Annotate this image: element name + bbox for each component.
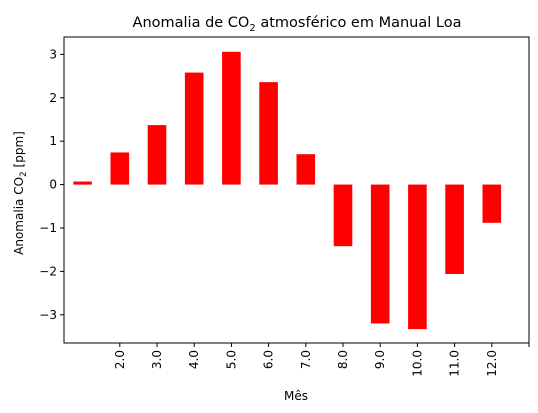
x-tick-label: 3.0 [150, 350, 164, 369]
bar-2 [110, 152, 130, 185]
x-axis-label: Mês [284, 389, 308, 403]
y-axis-ticks: −3 −2 −1 0 1 2 3 [39, 47, 64, 322]
y-tick-label: −2 [39, 264, 57, 278]
y-tick-label: −3 [39, 308, 57, 322]
chart-title: Anomalia de CO2 atmosférico em Manual Lo… [133, 15, 462, 34]
bar-7 [296, 154, 316, 185]
y-tick-label: 2 [49, 91, 57, 105]
y-tick-label: 0 [49, 178, 57, 192]
x-tick-label: 12.0 [485, 350, 499, 377]
bar-8 [333, 184, 353, 247]
bar-5 [222, 51, 241, 185]
bar-1 [73, 181, 92, 185]
bar-12 [482, 184, 502, 223]
x-axis-ticks: 2.0 3.0 4.0 5.0 6.0 7.0 8.0 9.0 10.0 11.0 12.0 [113, 343, 530, 377]
x-tick-label: 11.0 [448, 350, 462, 377]
x-tick-label: 2.0 [113, 350, 127, 369]
y-tick-label: 3 [49, 47, 57, 61]
x-tick-label: 5.0 [224, 350, 238, 369]
bar-3 [147, 125, 167, 185]
x-tick-label: 6.0 [262, 350, 276, 369]
bars-group [73, 51, 502, 330]
x-tick-label: 9.0 [373, 350, 387, 369]
y-tick-label: −1 [39, 221, 57, 235]
bar-11 [445, 184, 464, 274]
bar-4 [184, 72, 204, 185]
bar-9 [370, 184, 390, 324]
plot-frame [63, 36, 530, 344]
x-tick-label: 10.0 [410, 350, 424, 377]
y-tick-label: 1 [49, 134, 57, 148]
bar-10 [408, 184, 427, 330]
x-tick-label: 4.0 [187, 350, 201, 369]
plot-area: −3 −2 −1 0 1 2 3 2.0 3.0 4.0 5.0 6.0 7.0 8.0 9.0 10.0 1… [39, 36, 530, 377]
x-tick-label: 7.0 [299, 350, 313, 369]
x-tick-label: 8.0 [336, 350, 350, 369]
bar-6 [259, 82, 278, 185]
y-axis-label: Anomalia CO2 [ppm] [12, 131, 29, 255]
